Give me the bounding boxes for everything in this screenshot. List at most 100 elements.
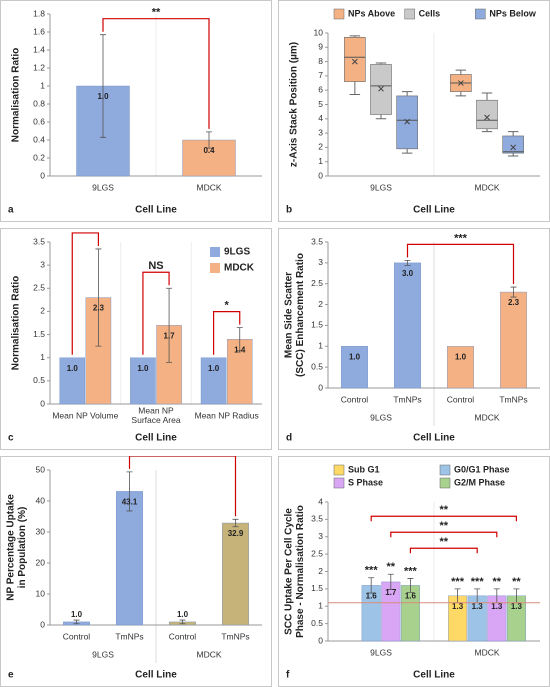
mean-marker (510, 144, 517, 151)
x-tick-label: Mean NP Surface Area (131, 406, 180, 426)
x-tick-label: 9LGS (370, 182, 392, 192)
legend-swatch (210, 247, 220, 257)
y-tick-label: 2.5 (311, 548, 323, 558)
value-label: 1.4 (234, 345, 246, 354)
error-bar (206, 131, 212, 149)
mean-marker (404, 118, 411, 125)
panel-label: d (286, 433, 292, 444)
y-tick-label: 1 (318, 601, 323, 611)
value-label: 2.3 (93, 304, 105, 313)
y-tick-label: 1.4 (33, 44, 45, 54)
bar (222, 522, 249, 626)
box (370, 64, 392, 115)
x-tick-label: MDCK (474, 647, 499, 657)
bar (130, 357, 156, 405)
legend-swatch (210, 263, 220, 273)
box (344, 36, 366, 82)
error-bar (179, 619, 186, 625)
x-tick-label: Control (341, 394, 369, 404)
legend-swatch (404, 8, 415, 20)
panel-border (0, 228, 272, 450)
error-bar (166, 287, 173, 363)
y-tick-label: 1.5 (311, 320, 323, 330)
y-tick-label: 2.5 (33, 283, 45, 293)
legend-label: S Phase (348, 477, 383, 487)
significance-bracket (409, 547, 478, 554)
x-tick-label: Mean NP Volume (52, 410, 118, 420)
value-label: 3.0 (402, 269, 414, 278)
significance-bracket (71, 232, 100, 355)
error-bar (510, 286, 517, 298)
value-label: 1.0 (137, 364, 149, 373)
bar (500, 291, 527, 389)
y-tick-label: 3.5 (311, 514, 323, 524)
significance-label: ** (440, 504, 449, 516)
x-tick-label: TmNPs (393, 394, 421, 404)
legend-swatch (439, 464, 451, 476)
value-label: 1.6 (366, 592, 378, 601)
error-bar (126, 471, 133, 512)
significance-bracket (370, 515, 518, 522)
y-tick-label: 1.6 (33, 26, 45, 36)
y-tick-label: 0 (318, 170, 323, 180)
significance-bracket (406, 243, 515, 285)
error-bar (100, 34, 106, 138)
group-label: MDCK (196, 649, 221, 659)
chart-panel: 0 0.5 1 1.5 2 2.5 3 3.5 Normalisation Ratio Cell … (0, 228, 272, 450)
panel-label: a (8, 205, 14, 216)
x-axis-title: Cell Line (135, 670, 177, 681)
y-tick-label: 0 (318, 635, 323, 645)
x-tick-label: TmNPs (115, 631, 143, 641)
significance-label: ** (512, 576, 521, 588)
value-label: 1.0 (349, 352, 361, 361)
value-label: 32.9 (228, 529, 244, 538)
y-tick-label: 4 (318, 113, 323, 123)
y-tick-label: 40 (36, 495, 46, 505)
significance-label: *** (454, 232, 468, 244)
bar (447, 346, 474, 389)
error-bar (73, 619, 80, 625)
y-tick-label: 3.5 (311, 236, 323, 246)
x-tick-label: Control (169, 631, 197, 641)
y-tick-label: 1.5 (311, 583, 323, 593)
bar (200, 357, 227, 405)
legend-label: NPs Above (348, 8, 395, 18)
legend-label: G0/G1 Phase (454, 464, 510, 474)
x-tick-label: TmNPs (221, 631, 249, 641)
legend-swatch (439, 477, 451, 489)
value-label: 1.3 (511, 602, 523, 611)
error-bar (236, 327, 243, 352)
value-label: 1.3 (491, 602, 503, 611)
y-axis-title: Normalisation Ratio (11, 276, 22, 370)
significance-label: *** (471, 576, 485, 588)
legend-label: Sub G1 (348, 464, 380, 474)
error-bar (407, 578, 414, 593)
value-label: 43.1 (122, 497, 138, 506)
legend-label: Cells (419, 8, 441, 18)
legend-swatch (333, 477, 345, 489)
y-tick-label: 0.6 (33, 116, 45, 126)
y-tick-label: 1.2 (33, 62, 45, 72)
y-tick-label: 2 (318, 299, 323, 309)
y-tick-label: 0.5 (311, 618, 323, 628)
legend-swatch (475, 8, 486, 20)
value-label: 1.0 (71, 610, 83, 619)
x-tick-label: Control (447, 394, 475, 404)
y-tick-label: 1 (40, 352, 45, 362)
y-tick-label: 10 (36, 588, 46, 598)
significance-bracket (212, 311, 241, 355)
y-tick-label: 0 (318, 382, 323, 392)
bar (341, 346, 368, 389)
y-tick-label: 1 (318, 341, 323, 351)
box (396, 95, 418, 150)
x-axis-title: Cell Line (413, 205, 455, 216)
y-tick-label: 0.8 (33, 98, 45, 108)
significance-label: ** (152, 7, 161, 19)
y-tick-label: 20 (36, 557, 46, 567)
bar (394, 262, 421, 389)
value-label: 1.6 (405, 592, 417, 601)
legend-label: 9LGS (224, 247, 250, 258)
legend-swatch (333, 8, 345, 20)
x-tick-label: MDCK (196, 182, 221, 192)
y-tick-label: 5 (318, 99, 323, 109)
